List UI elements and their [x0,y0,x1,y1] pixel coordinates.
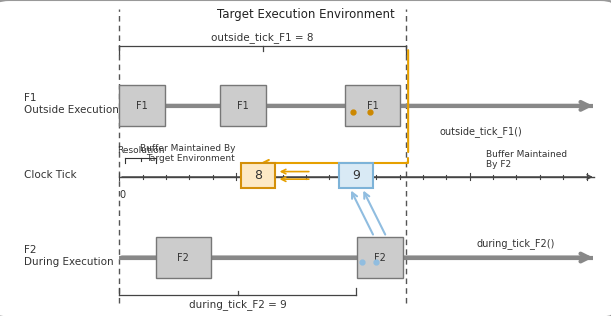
Text: F1: F1 [237,101,249,111]
Text: F1
Outside Execution: F1 Outside Execution [24,94,119,115]
Text: outside_tick_F1(): outside_tick_F1() [440,126,522,137]
Text: outside_tick_F1 = 8: outside_tick_F1 = 8 [211,32,314,43]
FancyBboxPatch shape [119,85,165,126]
Text: during_tick_F2 = 9: during_tick_F2 = 9 [189,299,287,310]
Text: F2: F2 [375,252,386,263]
Text: Clock Tick: Clock Tick [24,170,77,180]
FancyBboxPatch shape [241,163,275,188]
Text: F1: F1 [367,101,379,111]
Text: F2: F2 [177,252,189,263]
Text: F2
During Execution: F2 During Execution [24,245,114,267]
Text: F1: F1 [136,101,148,111]
FancyBboxPatch shape [345,85,400,126]
Text: during_tick_F2(): during_tick_F2() [477,238,555,249]
FancyBboxPatch shape [357,237,403,278]
FancyBboxPatch shape [220,85,266,126]
FancyBboxPatch shape [156,237,211,278]
Text: Resolution: Resolution [117,146,164,155]
FancyBboxPatch shape [339,163,373,188]
Text: Buffer Maintained
By F2: Buffer Maintained By F2 [486,150,567,169]
Text: 9: 9 [352,169,360,182]
Text: Target Execution Environment: Target Execution Environment [217,8,394,21]
Text: 8: 8 [254,169,262,182]
Text: 0: 0 [119,190,125,200]
Text: Buffer Maintained By
Target Environment: Buffer Maintained By Target Environment [140,143,235,163]
